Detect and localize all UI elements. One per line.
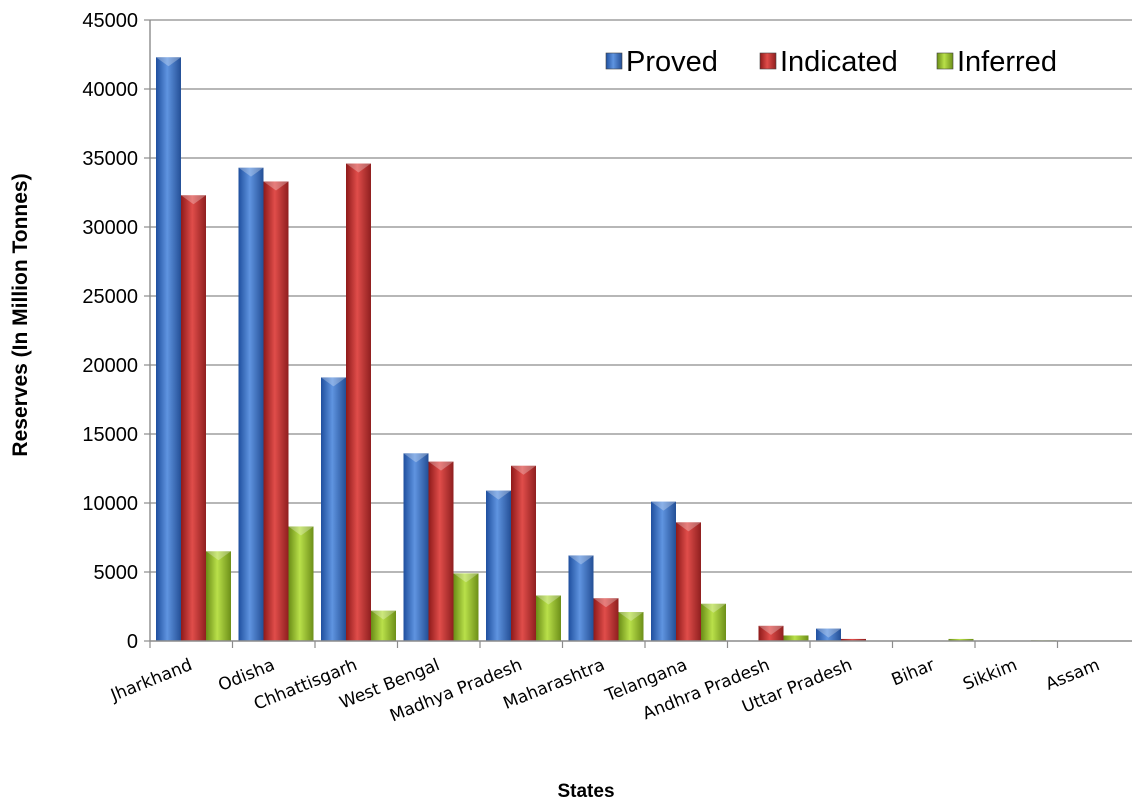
bar bbox=[594, 598, 619, 641]
legend-label: Indicated bbox=[780, 46, 898, 78]
bar bbox=[346, 164, 371, 641]
bar bbox=[264, 181, 289, 641]
legend-swatch bbox=[760, 53, 776, 69]
legend-swatch bbox=[606, 53, 622, 69]
y-tick-label: 10000 bbox=[82, 493, 138, 515]
legend: Proved Indicated Inferred bbox=[606, 46, 1057, 78]
bar bbox=[569, 555, 594, 641]
legend-item: Inferred bbox=[937, 46, 1057, 78]
legend-label: Proved bbox=[626, 46, 718, 78]
bar bbox=[759, 626, 784, 641]
bars bbox=[156, 57, 1132, 641]
y-tick-label: 40000 bbox=[82, 79, 138, 101]
bar bbox=[181, 195, 206, 641]
bar bbox=[289, 526, 314, 641]
y-tick-label: 35000 bbox=[82, 148, 138, 170]
x-tick-label: Assam bbox=[1043, 655, 1103, 695]
bar bbox=[619, 612, 644, 641]
y-tick-label: 45000 bbox=[82, 10, 138, 32]
y-tick-label: 5000 bbox=[94, 562, 139, 584]
gridlines bbox=[150, 20, 1132, 572]
bar bbox=[701, 604, 726, 641]
bar bbox=[206, 551, 231, 641]
bar bbox=[371, 611, 396, 641]
legend-item: Proved bbox=[606, 46, 718, 78]
bar bbox=[156, 57, 181, 641]
x-tick-label: Sikkim bbox=[960, 655, 1020, 695]
y-tick-label: 0 bbox=[127, 631, 138, 653]
bar bbox=[429, 462, 454, 641]
bar bbox=[511, 466, 536, 641]
x-axis-title: States bbox=[557, 781, 614, 802]
bar bbox=[816, 629, 841, 641]
bar bbox=[404, 453, 429, 641]
bar bbox=[239, 168, 264, 641]
y-axis-title: Reserves (In Million Tonnes) bbox=[9, 173, 32, 456]
bar bbox=[321, 377, 346, 641]
y-tick-label: 15000 bbox=[82, 424, 138, 446]
bar bbox=[651, 502, 676, 641]
y-tick-label: 30000 bbox=[82, 217, 138, 239]
legend-swatch bbox=[937, 53, 953, 69]
x-tick-label: Jharkhand bbox=[107, 655, 195, 706]
x-tick-label: Bihar bbox=[889, 655, 938, 690]
legend-label: Inferred bbox=[957, 46, 1057, 78]
bar bbox=[486, 491, 511, 641]
y-tick-label: 20000 bbox=[82, 355, 138, 377]
y-tick-label: 25000 bbox=[82, 286, 138, 308]
bar bbox=[454, 573, 479, 641]
bar bbox=[784, 635, 809, 641]
bar bbox=[676, 522, 701, 641]
bar bbox=[536, 595, 561, 641]
legend-item: Indicated bbox=[760, 46, 898, 78]
